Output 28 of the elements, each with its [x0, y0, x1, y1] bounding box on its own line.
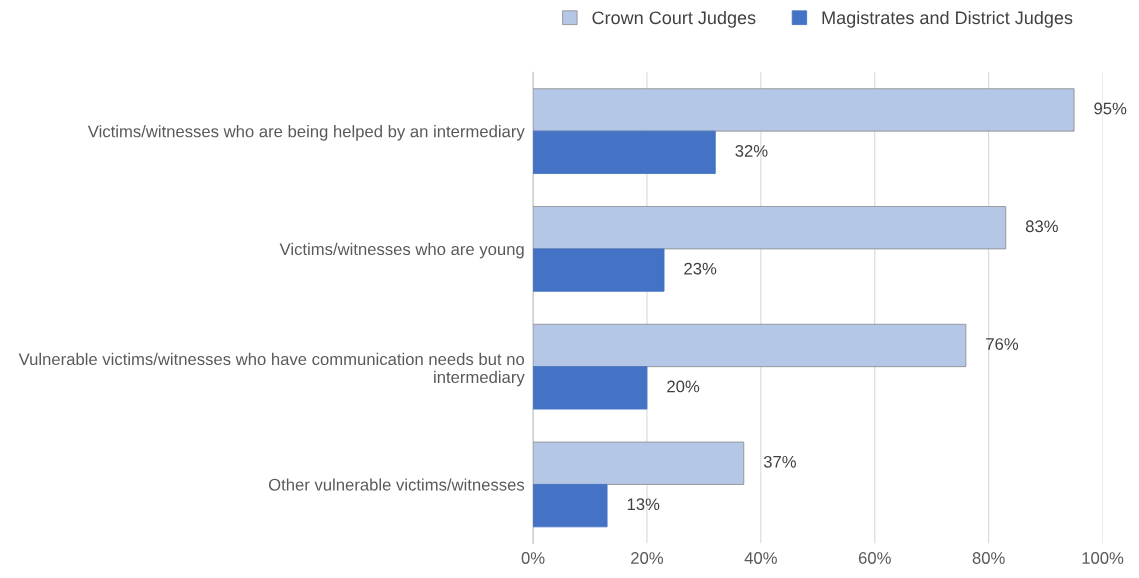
data-label: 37%: [763, 455, 796, 468]
legend-label: Crown Court Judges: [592, 10, 756, 28]
data-label: 20%: [667, 380, 700, 393]
x-tick-label: 100%: [1082, 552, 1124, 564]
bar: [533, 366, 648, 410]
x-tick-label: 40%: [744, 552, 777, 564]
y-tick-label: Victims/witnesses who are young: [279, 242, 524, 259]
x-tick-label: 80%: [972, 552, 1005, 564]
legend-label: Magistrates and District Judges: [822, 10, 1073, 28]
bar: [533, 248, 665, 292]
data-label: 83%: [1025, 220, 1058, 233]
data-label: 76%: [986, 338, 1019, 350]
y-tick-label: Vulnerable victims/witnesses who have communication needs but no intermediary: [18, 352, 525, 387]
y-tick-label: Victims/witnesses who are being helped by an intermediary: [87, 125, 525, 141]
data-label: 32%: [735, 145, 768, 157]
bar: [533, 88, 1075, 132]
bar: [533, 206, 1007, 250]
x-tick-label: 60%: [858, 552, 891, 564]
bar: [533, 441, 745, 485]
y-tick-label: Other vulnerable victims/witnesses: [268, 478, 525, 491]
x-tick-label: 20%: [631, 552, 664, 564]
bar: [533, 130, 716, 174]
data-label: 13%: [627, 498, 660, 511]
data-label: 95%: [1094, 102, 1127, 115]
bar: [533, 323, 967, 368]
data-label: 23%: [684, 262, 717, 275]
bar: [533, 484, 608, 528]
x-tick-label: 0%: [521, 552, 545, 564]
